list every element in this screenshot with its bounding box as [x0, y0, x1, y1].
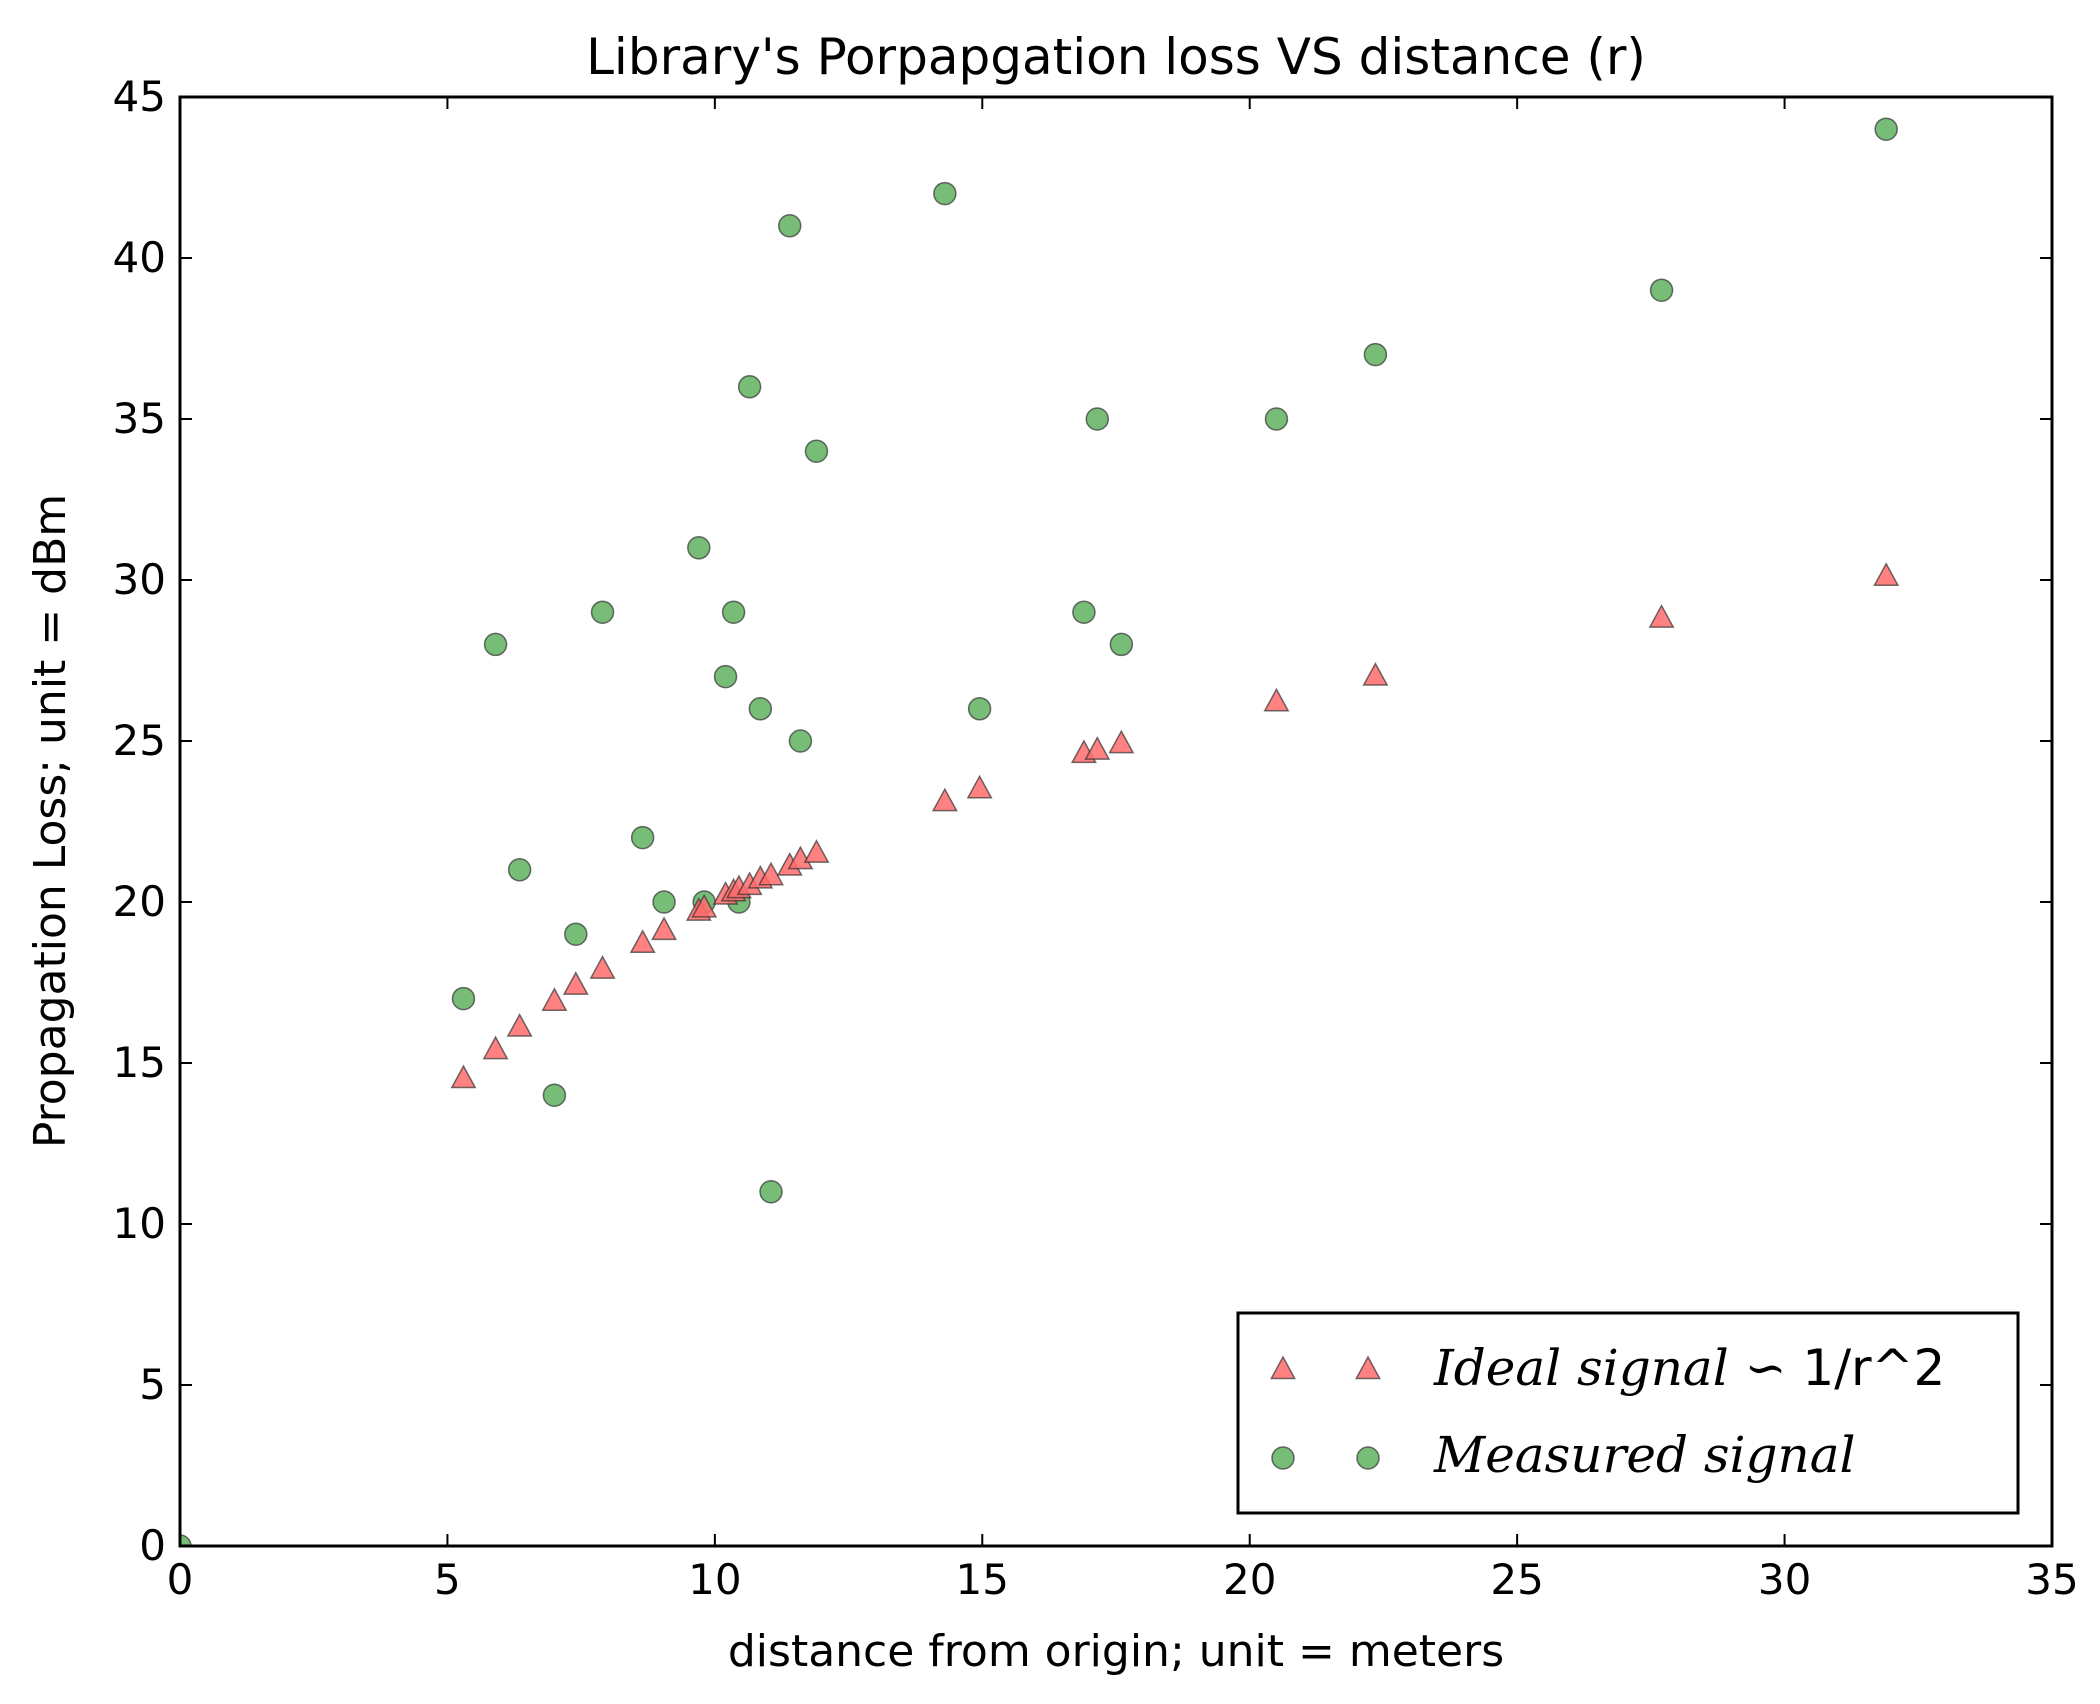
ideal-point	[1084, 736, 1111, 760]
plot-marks	[180, 117, 1900, 1546]
ideal-point	[1362, 662, 1389, 686]
x-tick-label: 35	[2025, 1555, 2078, 1604]
ideal-point	[966, 774, 993, 799]
y-tick-label: 10	[113, 1199, 166, 1248]
measured-point	[1363, 342, 1388, 367]
ideal-point	[1263, 687, 1290, 712]
ideal-point	[541, 987, 568, 1012]
ideal-point	[589, 955, 616, 979]
ideal-point	[1108, 729, 1135, 754]
measured-point	[788, 729, 813, 753]
y-tick-label: 45	[113, 72, 166, 121]
measured-point	[721, 600, 746, 624]
y-tick-label: 25	[113, 716, 166, 765]
legend-marker-measured	[1271, 1446, 1295, 1470]
y-tick-label: 0	[139, 1521, 166, 1570]
legend-label-measured-italic: Measured signal	[1433, 1426, 1856, 1484]
ideal-point	[506, 1013, 533, 1037]
legend-markers	[1270, 1355, 1381, 1470]
legend-label-ideal-italic: Ideal signal ∽	[1433, 1339, 1802, 1397]
measured-point	[777, 214, 802, 238]
y-axis-label: Propagation Loss; unit = dBm	[25, 494, 76, 1148]
x-tick-label: 10	[688, 1555, 741, 1604]
measured-point	[748, 697, 773, 721]
y-tick-label: 40	[113, 233, 166, 282]
ideal-point	[482, 1035, 509, 1060]
y-tick-label: 20	[113, 877, 166, 926]
measured-point	[687, 536, 711, 560]
measured-point	[1085, 407, 1110, 431]
y-tick-label: 15	[113, 1038, 166, 1087]
legend-marker-measured	[1356, 1446, 1380, 1470]
measured-point	[1072, 600, 1096, 624]
x-tick-label: 30	[1758, 1555, 1811, 1604]
x-axis-label: distance from origin; unit = meters	[728, 1626, 1504, 1677]
ideal-point	[562, 971, 589, 995]
measured-point	[652, 890, 676, 914]
plot-frame	[178, 95, 2054, 1548]
ideal-point	[1873, 562, 1900, 586]
measured-point	[564, 922, 588, 946]
x-tick-label: 0	[167, 1555, 194, 1604]
chart-title: Library's Porpapgation loss VS distance …	[586, 28, 1646, 86]
legend-label-measured: Measured signal	[1433, 1426, 1856, 1484]
ideal-point	[931, 787, 958, 812]
legend: Ideal signal ∽ 1/r^2 Measured signal	[1236, 1311, 2020, 1515]
ideal-point	[629, 929, 656, 954]
measured-point	[967, 697, 992, 721]
ideal-point	[450, 1064, 477, 1089]
y-tick-label: 30	[113, 555, 166, 604]
legend-label-ideal-plain: 1/r^2	[1802, 1339, 1945, 1397]
legend-label-ideal: Ideal signal ∽ 1/r^2	[1433, 1339, 1945, 1397]
measured-point	[1649, 278, 1674, 302]
ideal-point	[691, 893, 718, 918]
series-ideal	[450, 562, 1900, 1089]
measured-point	[180, 1534, 192, 1546]
measured-point	[933, 181, 957, 206]
measured-point	[630, 825, 655, 850]
measured-point	[1109, 632, 1134, 657]
x-tick-label: 25	[1490, 1555, 1543, 1604]
measured-point	[713, 664, 738, 689]
measured-point	[590, 600, 615, 624]
measured-point	[759, 1180, 783, 1204]
x-tick-label: 15	[956, 1555, 1009, 1604]
measured-point	[483, 632, 508, 657]
measured-point	[804, 439, 829, 463]
ideal-point	[1648, 604, 1675, 628]
x-tick-label: 5	[434, 1555, 461, 1604]
y-tick-label: 5	[139, 1360, 166, 1409]
measured-point	[1874, 117, 1898, 141]
y-tick-label: 35	[113, 394, 166, 443]
ideal-point	[803, 839, 830, 863]
x-tick-label: 20	[1223, 1555, 1276, 1604]
measured-point	[1264, 407, 1289, 431]
measured-point	[737, 375, 762, 399]
measured-point	[542, 1083, 567, 1107]
ideal-point	[758, 861, 784, 886]
ideal-point	[651, 916, 678, 941]
measured-point	[451, 986, 476, 1011]
legend-box	[1236, 1311, 2020, 1515]
legend-marker-ideal	[1355, 1355, 1381, 1380]
legend-marker-ideal	[1270, 1355, 1296, 1380]
measured-point	[507, 858, 532, 882]
